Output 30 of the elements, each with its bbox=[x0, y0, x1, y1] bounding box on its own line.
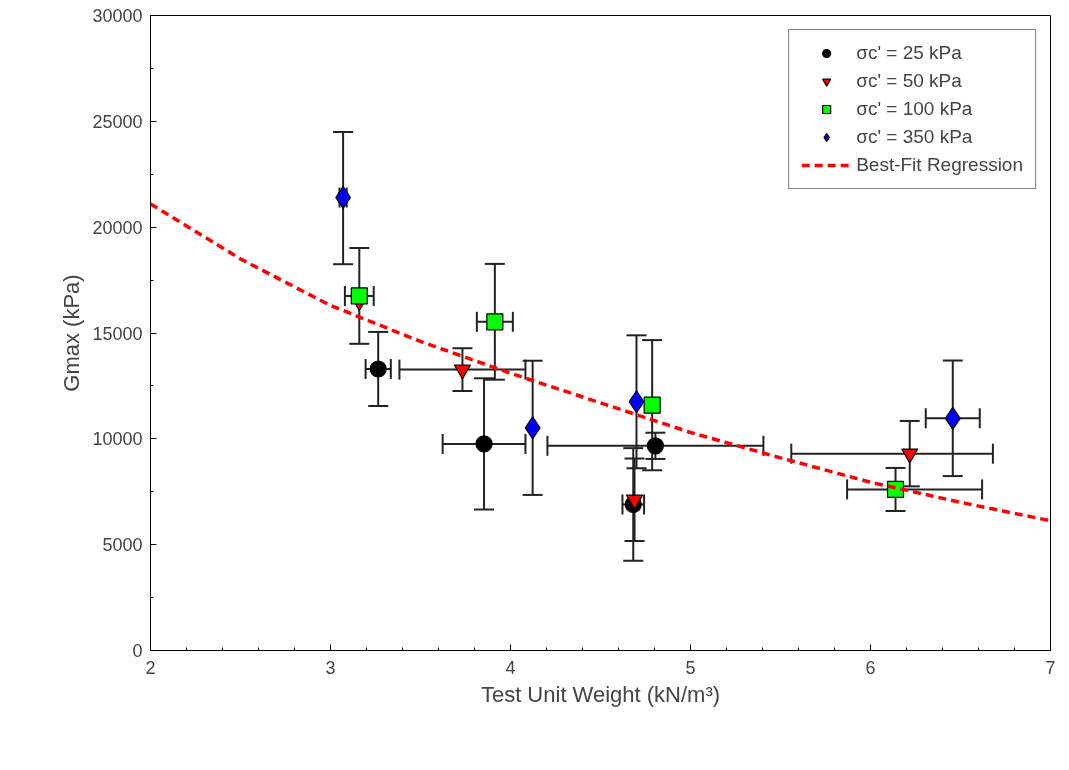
y-axis-title: Gmax (kPa) bbox=[59, 274, 85, 392]
x-tick-label: 4 bbox=[505, 657, 516, 678]
point bbox=[643, 396, 661, 414]
point bbox=[646, 437, 664, 455]
y-tick-label: 10000 bbox=[92, 429, 143, 450]
point bbox=[486, 313, 504, 331]
x-tick-label: 5 bbox=[685, 657, 696, 678]
legend-label: σc' = 350 kPa bbox=[856, 126, 973, 148]
y-tick-label: 25000 bbox=[92, 111, 143, 132]
y-tick-label: 30000 bbox=[92, 6, 143, 26]
legend-label: Best-Fit Regression bbox=[856, 154, 1023, 176]
point bbox=[524, 416, 541, 440]
point bbox=[944, 406, 961, 430]
x-tick-label: 3 bbox=[325, 657, 336, 678]
point bbox=[475, 435, 493, 453]
y-tick-label: 5000 bbox=[102, 535, 143, 556]
x-axis-title: Test Unit Weight (kN/m³) bbox=[480, 681, 721, 707]
y-tick-label: 0 bbox=[132, 641, 143, 661]
x-tick-label: 7 bbox=[1045, 657, 1056, 678]
legend-label: σc' = 25 kPa bbox=[856, 42, 962, 64]
legend-label: σc' = 50 kPa bbox=[856, 70, 962, 92]
legend-label: σc' = 100 kPa bbox=[856, 98, 973, 120]
y-tick-label: 15000 bbox=[92, 323, 143, 344]
x-tick-label: 6 bbox=[865, 657, 876, 678]
point bbox=[369, 360, 387, 378]
line-series bbox=[150, 202, 1051, 523]
point bbox=[628, 390, 645, 414]
x-tick-label: 2 bbox=[145, 657, 156, 678]
y-tick-label: 20000 bbox=[92, 217, 143, 238]
point bbox=[350, 287, 368, 305]
